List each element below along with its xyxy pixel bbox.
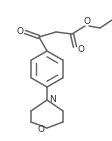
Text: O: O [16, 27, 24, 36]
Text: O: O [78, 45, 84, 53]
Text: O: O [38, 125, 44, 135]
Text: N: N [49, 94, 55, 103]
Text: O: O [84, 17, 90, 27]
